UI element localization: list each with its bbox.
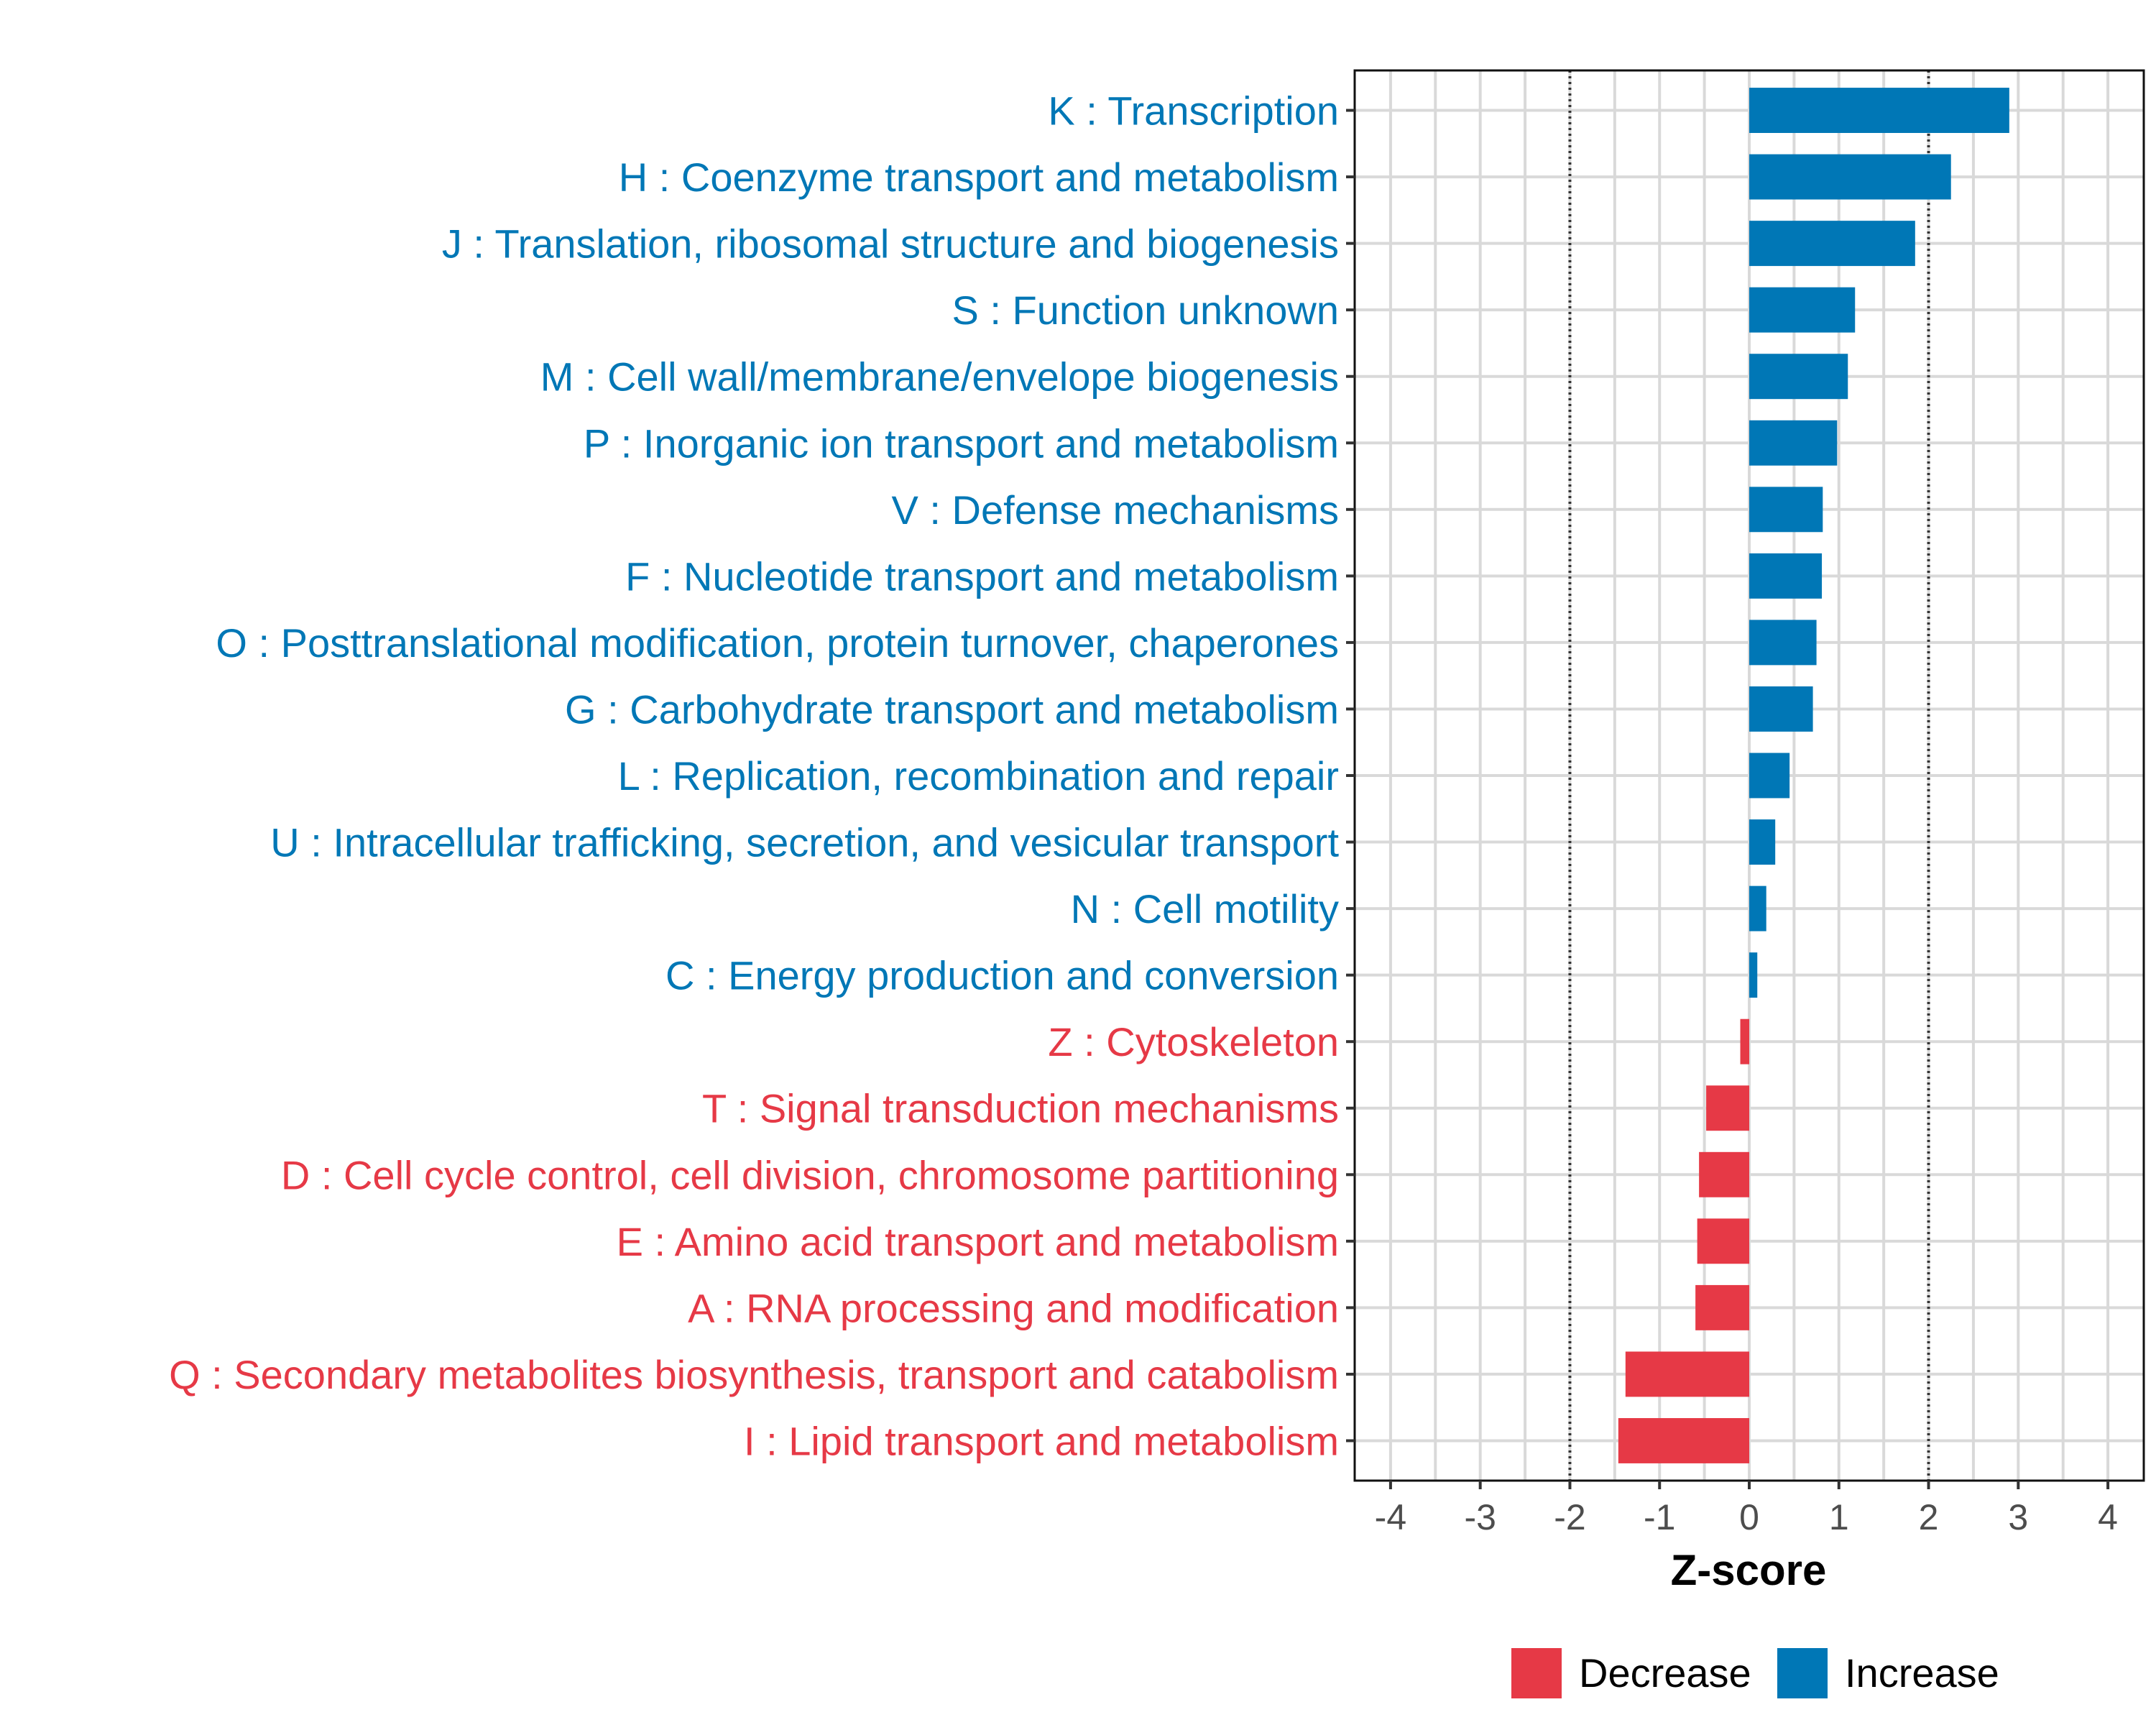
y-tick-label: L : Replication, recombination and repai… [618, 753, 1339, 799]
x-tick-label: -3 [1464, 1497, 1496, 1537]
y-tick-label: T : Signal transduction mechanisms [702, 1086, 1339, 1131]
x-tick-label: 1 [1829, 1497, 1849, 1537]
x-tick-label: -2 [1554, 1497, 1585, 1537]
y-tick-label: K : Transcription [1048, 88, 1339, 134]
y-tick-label: F : Nucleotide transport and metabolism [625, 553, 1339, 599]
y-tick-label: C : Energy production and conversion [665, 953, 1339, 998]
bar [1740, 1018, 1749, 1064]
bar [1749, 420, 1838, 466]
x-tick-label: -4 [1375, 1497, 1406, 1537]
bar [1695, 1284, 1749, 1330]
bar [1749, 553, 1823, 599]
bar [1618, 1418, 1749, 1463]
y-tick-label: Q : Secondary metabolites biosynthesis, … [169, 1352, 1339, 1397]
bar [1699, 1151, 1749, 1197]
y-tick-label: M : Cell wall/membrane/envelope biogenes… [540, 354, 1339, 400]
x-tick-label: -1 [1644, 1497, 1675, 1537]
y-tick-label: S : Function unknown [952, 288, 1339, 333]
bar [1749, 686, 1813, 732]
legend-swatch-increase [1777, 1648, 1828, 1698]
x-tick-label: 2 [1919, 1497, 1939, 1537]
bar [1749, 88, 2009, 133]
bars [1618, 88, 2009, 1463]
bar [1749, 886, 1766, 932]
bar [1749, 221, 1915, 267]
y-tick-label: I : Lipid transport and metabolism [744, 1418, 1339, 1463]
bar [1749, 753, 1790, 799]
bar [1749, 620, 1817, 666]
x-axis: -4 -3 -2 -1 0 1 2 3 4 [1375, 1481, 2118, 1537]
bar [1749, 819, 1776, 865]
legend-swatch-decrease [1511, 1648, 1562, 1698]
y-tick-label: J : Translation, ribosomal structure and… [442, 221, 1339, 267]
bar [1749, 354, 1848, 400]
bar [1625, 1351, 1749, 1397]
legend-label-decrease: Decrease [1579, 1650, 1751, 1696]
bar [1749, 287, 1856, 333]
y-axis: K : Transcription H : Coenzyme transport … [169, 88, 1355, 1463]
y-tick-label: V : Defense mechanisms [892, 487, 1339, 533]
x-tick-label: 0 [1739, 1497, 1759, 1537]
y-tick-label: G : Carbohydrate transport and metabolis… [565, 686, 1339, 732]
bar [1697, 1218, 1749, 1264]
y-tick-label: D : Cell cycle control, cell division, c… [281, 1152, 1339, 1197]
x-tick-label: 3 [2008, 1497, 2028, 1537]
y-tick-label: H : Coenzyme transport and metabolism [619, 155, 1339, 200]
x-axis-title: Z-score [1671, 1546, 1827, 1594]
bar [1749, 154, 1951, 200]
bar [1706, 1085, 1749, 1131]
legend: Decrease Increase [1511, 1648, 1999, 1698]
y-tick-label: A : RNA processing and modification [688, 1285, 1339, 1330]
x-tick-label: 4 [2098, 1497, 2118, 1537]
legend-label-increase: Increase [1845, 1650, 1999, 1696]
bar [1749, 487, 1823, 533]
y-tick-label: O : Posttranslational modification, prot… [216, 620, 1339, 666]
y-tick-label: U : Intracellular trafficking, secretion… [270, 820, 1339, 865]
y-tick-label: E : Amino acid transport and metabolism [617, 1219, 1339, 1264]
y-tick-label: N : Cell motility [1071, 886, 1339, 932]
y-tick-label: P : Inorganic ion transport and metaboli… [584, 420, 1339, 466]
y-tick-label: Z : Cytoskeleton [1048, 1019, 1339, 1064]
bar [1749, 952, 1758, 998]
